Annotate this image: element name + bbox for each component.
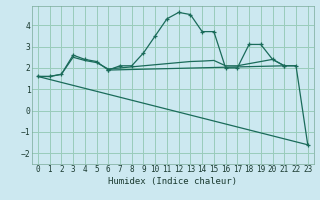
X-axis label: Humidex (Indice chaleur): Humidex (Indice chaleur)	[108, 177, 237, 186]
